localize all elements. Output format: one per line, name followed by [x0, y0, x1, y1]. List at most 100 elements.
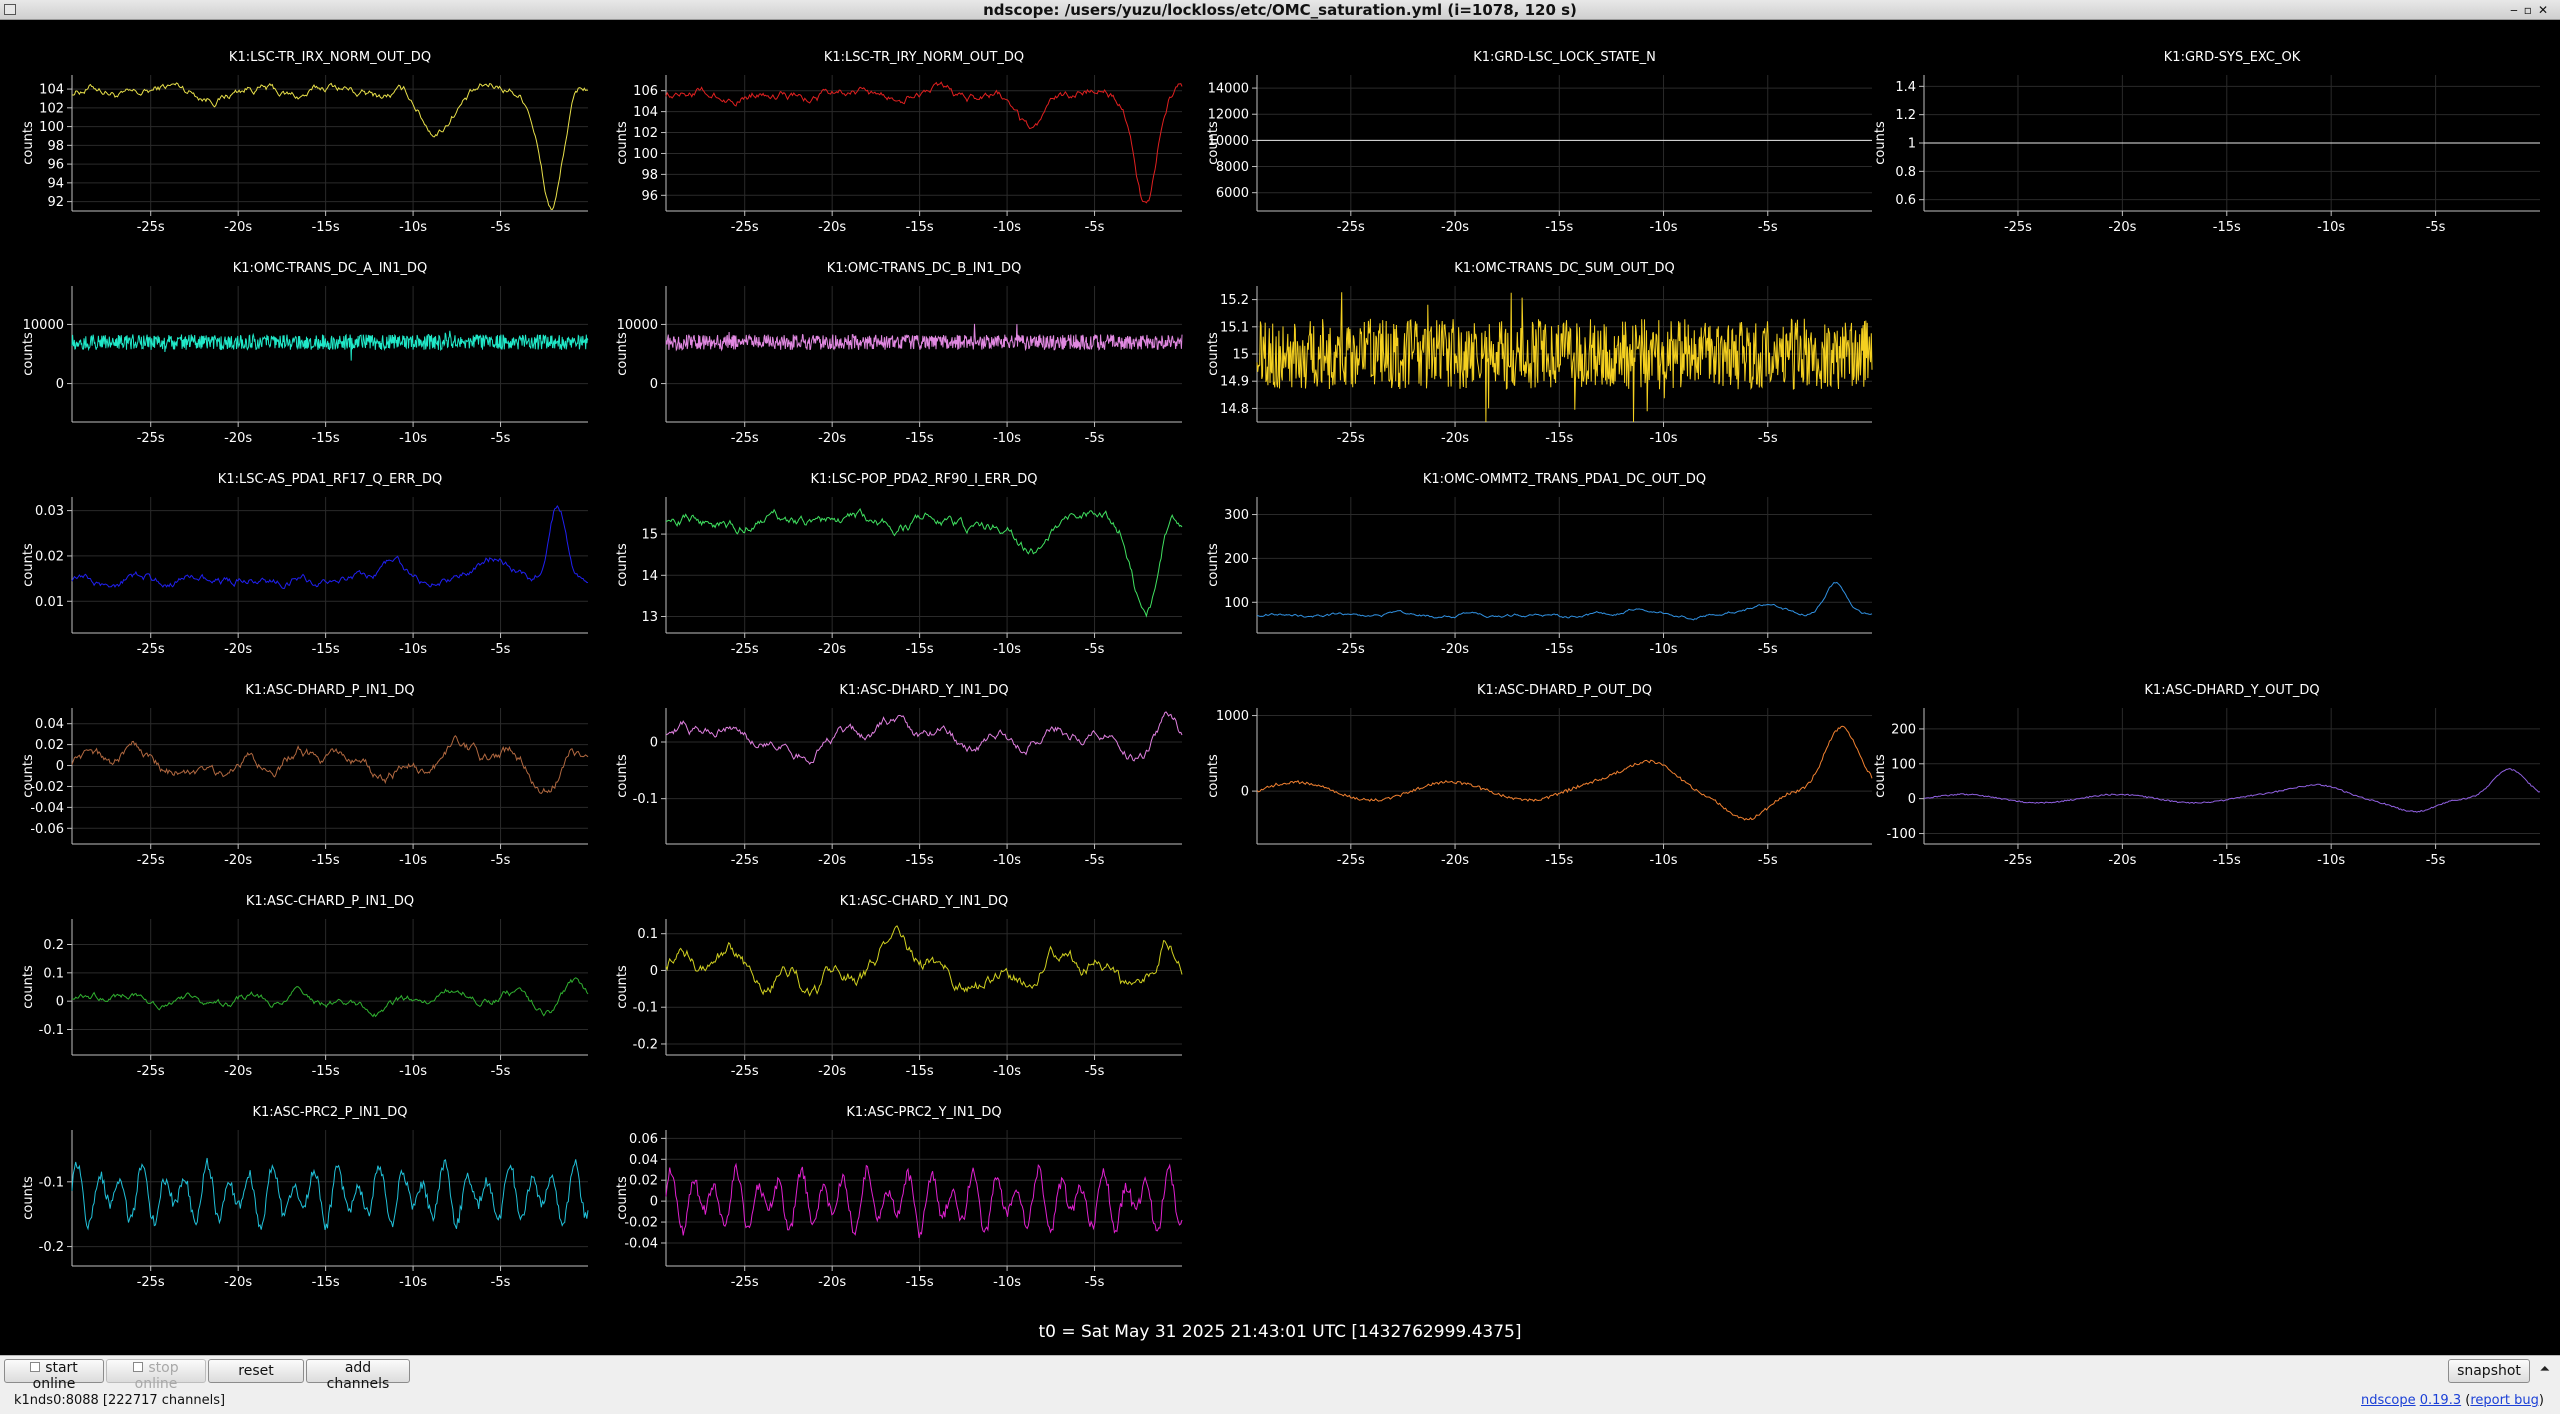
x-tick-label: -10s — [993, 642, 1021, 657]
x-tick-label: -5s — [491, 853, 511, 868]
report-bug-link[interactable]: report bug — [2470, 1393, 2539, 1408]
window-menu-icon[interactable] — [4, 4, 16, 15]
x-tick-label: -25s — [137, 1275, 165, 1290]
x-tick-label: -15s — [1545, 220, 1573, 235]
x-tick-label: -5s — [491, 642, 511, 657]
x-tick-label: -10s — [399, 431, 427, 446]
plot-panel[interactable]: K1:OMC-TRANS_DC_A_IN1_DQ 0 10000 -25s -20s -1… — [21, 261, 589, 446]
x-tick-label: -20s — [224, 220, 252, 235]
y-tick-label: 0 — [56, 377, 64, 392]
plot-title: K1:ASC-PRC2_Y_IN1_DQ — [846, 1105, 1001, 1120]
snapshot-button[interactable]: snapshot — [2448, 1359, 2530, 1383]
series-trace — [1256, 581, 1873, 621]
x-tick-label: -5s — [2426, 220, 2446, 235]
close-icon[interactable]: ✕ — [2537, 3, 2554, 17]
y-tick-label: 1000 — [1216, 709, 1249, 724]
y-tick-label: 0 — [650, 377, 658, 392]
plot-panel[interactable]: K1:LSC-POP_PDA2_RF90_I_ERR_DQ 13 14 15 -25s -… — [615, 472, 1183, 657]
y-tick-label: 100 — [39, 120, 64, 135]
x-tick-label: -5s — [1085, 642, 1105, 657]
y-tick-label: 102 — [39, 101, 64, 116]
x-tick-label: -25s — [731, 642, 759, 657]
minimize-icon[interactable]: ‒ — [2510, 3, 2524, 17]
x-tick-label: -25s — [1337, 853, 1365, 868]
x-tick-label: -5s — [1085, 220, 1105, 235]
plot-panel[interactable]: K1:GRD-LSC_LOCK_STATE_N 6000 8000 10000 1200… — [1206, 50, 1872, 235]
x-tick-label: -15s — [312, 1064, 340, 1079]
maximize-icon[interactable]: ▫ — [2523, 3, 2538, 17]
y-axis-label: counts — [21, 543, 36, 587]
x-tick-label: -20s — [224, 1064, 252, 1079]
series-trace — [1256, 292, 1873, 423]
start-online-button[interactable]: start online — [4, 1359, 104, 1392]
x-tick-label: -20s — [1441, 853, 1469, 868]
reset-button[interactable]: reset — [208, 1359, 304, 1383]
plot-panel[interactable]: K1:ASC-CHARD_P_IN1_DQ -0.1 0 0.1 0.2 -25s -20s… — [21, 894, 589, 1079]
plot-panel[interactable]: K1:LSC-TR_IRX_NORM_OUT_DQ 92 94 96 98 100 102 1… — [21, 50, 589, 235]
plot-panel[interactable]: K1:OMC-OMMT2_TRANS_PDA1_DC_OUT_DQ 100 200 3… — [1206, 472, 1873, 657]
plot-panel[interactable]: K1:ASC-PRC2_Y_IN1_DQ -0.04 -0.02 0 0.02 0.04 0… — [615, 1105, 1183, 1290]
y-tick-label: 200 — [1891, 722, 1916, 737]
y-tick-label: 15 — [641, 528, 658, 543]
plot-panel[interactable]: K1:OMC-TRANS_DC_SUM_OUT_DQ 14.8 14.9 15 15.1… — [1206, 261, 1873, 446]
x-tick-label: -5s — [491, 220, 511, 235]
x-tick-label: -5s — [491, 431, 511, 446]
plot-panel[interactable]: K1:ASC-DHARD_P_OUT_DQ 0 1000 -25s -20s -15s -1… — [1206, 683, 1873, 868]
x-tick-label: -10s — [1650, 220, 1678, 235]
y-tick-label: 1 — [1908, 137, 1916, 152]
x-tick-label: -15s — [1545, 642, 1573, 657]
x-tick-label: -15s — [1545, 431, 1573, 446]
plot-panel[interactable]: K1:LSC-TR_IRY_NORM_OUT_DQ 96 98 100 102 104 10… — [615, 50, 1183, 235]
x-tick-label: -15s — [906, 1064, 934, 1079]
x-tick-label: -25s — [731, 431, 759, 446]
paren-close: ) — [2538, 1393, 2544, 1408]
y-tick-label: 102 — [633, 126, 658, 141]
plot-panel[interactable]: K1:ASC-DHARD_Y_IN1_DQ -0.1 0 -25s -20s -15s -1… — [615, 683, 1183, 868]
plot-panel[interactable]: K1:ASC-PRC2_P_IN1_DQ -0.2 -0.1 -25s -20s -15s… — [21, 1105, 589, 1290]
y-axis-label: counts — [615, 965, 630, 1009]
y-tick-label: -0.1 — [633, 792, 658, 807]
x-tick-label: -5s — [1758, 853, 1778, 868]
plot-panel[interactable]: K1:ASC-CHARD_Y_IN1_DQ -0.2 -0.1 0 0.1 -25s -20… — [615, 894, 1183, 1079]
x-tick-label: -10s — [993, 431, 1021, 446]
plot-title: K1:ASC-CHARD_P_IN1_DQ — [246, 894, 414, 909]
x-tick-label: -5s — [491, 1064, 511, 1079]
plot-title: K1:ASC-PRC2_P_IN1_DQ — [252, 1105, 407, 1120]
y-tick-label: 0.03 — [35, 504, 64, 519]
y-tick-label: 14.9 — [1220, 375, 1249, 390]
x-tick-label: -20s — [818, 220, 846, 235]
y-tick-label: 1.4 — [1895, 80, 1916, 95]
y-tick-label: -0.04 — [624, 1236, 658, 1251]
y-axis-label: counts — [21, 1176, 36, 1220]
plot-panel[interactable]: K1:GRD-SYS_EXC_OK 0.6 0.8 1 1.2 1.4 -25s -20s -1… — [1873, 50, 2540, 235]
x-tick-label: -25s — [731, 220, 759, 235]
plot-panel[interactable]: K1:ASC-DHARD_Y_OUT_DQ -100 0 100 200 -25s -20s… — [1873, 683, 2541, 868]
y-tick-label: 0.8 — [1895, 165, 1916, 180]
plots-canvas[interactable]: K1:LSC-TR_IRX_NORM_OUT_DQ929496981001021… — [0, 21, 2560, 1321]
y-tick-label: 96 — [641, 189, 658, 204]
plot-grid[interactable]: K1:LSC-TR_IRX_NORM_OUT_DQ 92 94 96 98 100 102 1… — [0, 21, 2560, 1357]
series-trace — [71, 505, 589, 590]
x-tick-label: -5s — [1085, 431, 1105, 446]
x-tick-label: -15s — [312, 853, 340, 868]
y-tick-label: 0 — [1241, 785, 1249, 800]
plot-title: K1:ASC-CHARD_Y_IN1_DQ — [840, 894, 1008, 909]
version-link[interactable]: 0.19.3 — [2419, 1393, 2462, 1408]
plot-panel[interactable]: K1:ASC-DHARD_P_IN1_DQ -0.06 -0.04 -0.02 0 0.0… — [21, 683, 589, 868]
ndscope-link[interactable]: ndscope — [2360, 1393, 2416, 1408]
x-tick-label: -25s — [1337, 642, 1365, 657]
stop-online-button[interactable]: stop online — [106, 1359, 206, 1392]
y-axis-label: counts — [1206, 121, 1221, 165]
y-tick-label: 0 — [56, 759, 64, 774]
x-tick-label: -20s — [224, 1275, 252, 1290]
plot-title: K1:OMC-OMMT2_TRANS_PDA1_DC_OUT_DQ — [1423, 472, 1706, 487]
plot-panel[interactable]: K1:LSC-AS_PDA1_RF17_Q_ERR_DQ 0.01 0.02 0.03… — [21, 472, 589, 657]
x-tick-label: -10s — [399, 853, 427, 868]
y-tick-label: -0.1 — [39, 1023, 64, 1038]
series-trace — [1256, 725, 1873, 821]
add-channels-button[interactable]: add channels — [306, 1359, 410, 1392]
plot-panel[interactable]: K1:OMC-TRANS_DC_B_IN1_DQ 0 10000 -25s -20s -1… — [615, 261, 1183, 446]
collapse-up-icon[interactable]: ⏶ — [2539, 1362, 2550, 1377]
y-tick-label: 15.1 — [1220, 320, 1249, 335]
online-indicator-icon — [30, 1362, 41, 1372]
